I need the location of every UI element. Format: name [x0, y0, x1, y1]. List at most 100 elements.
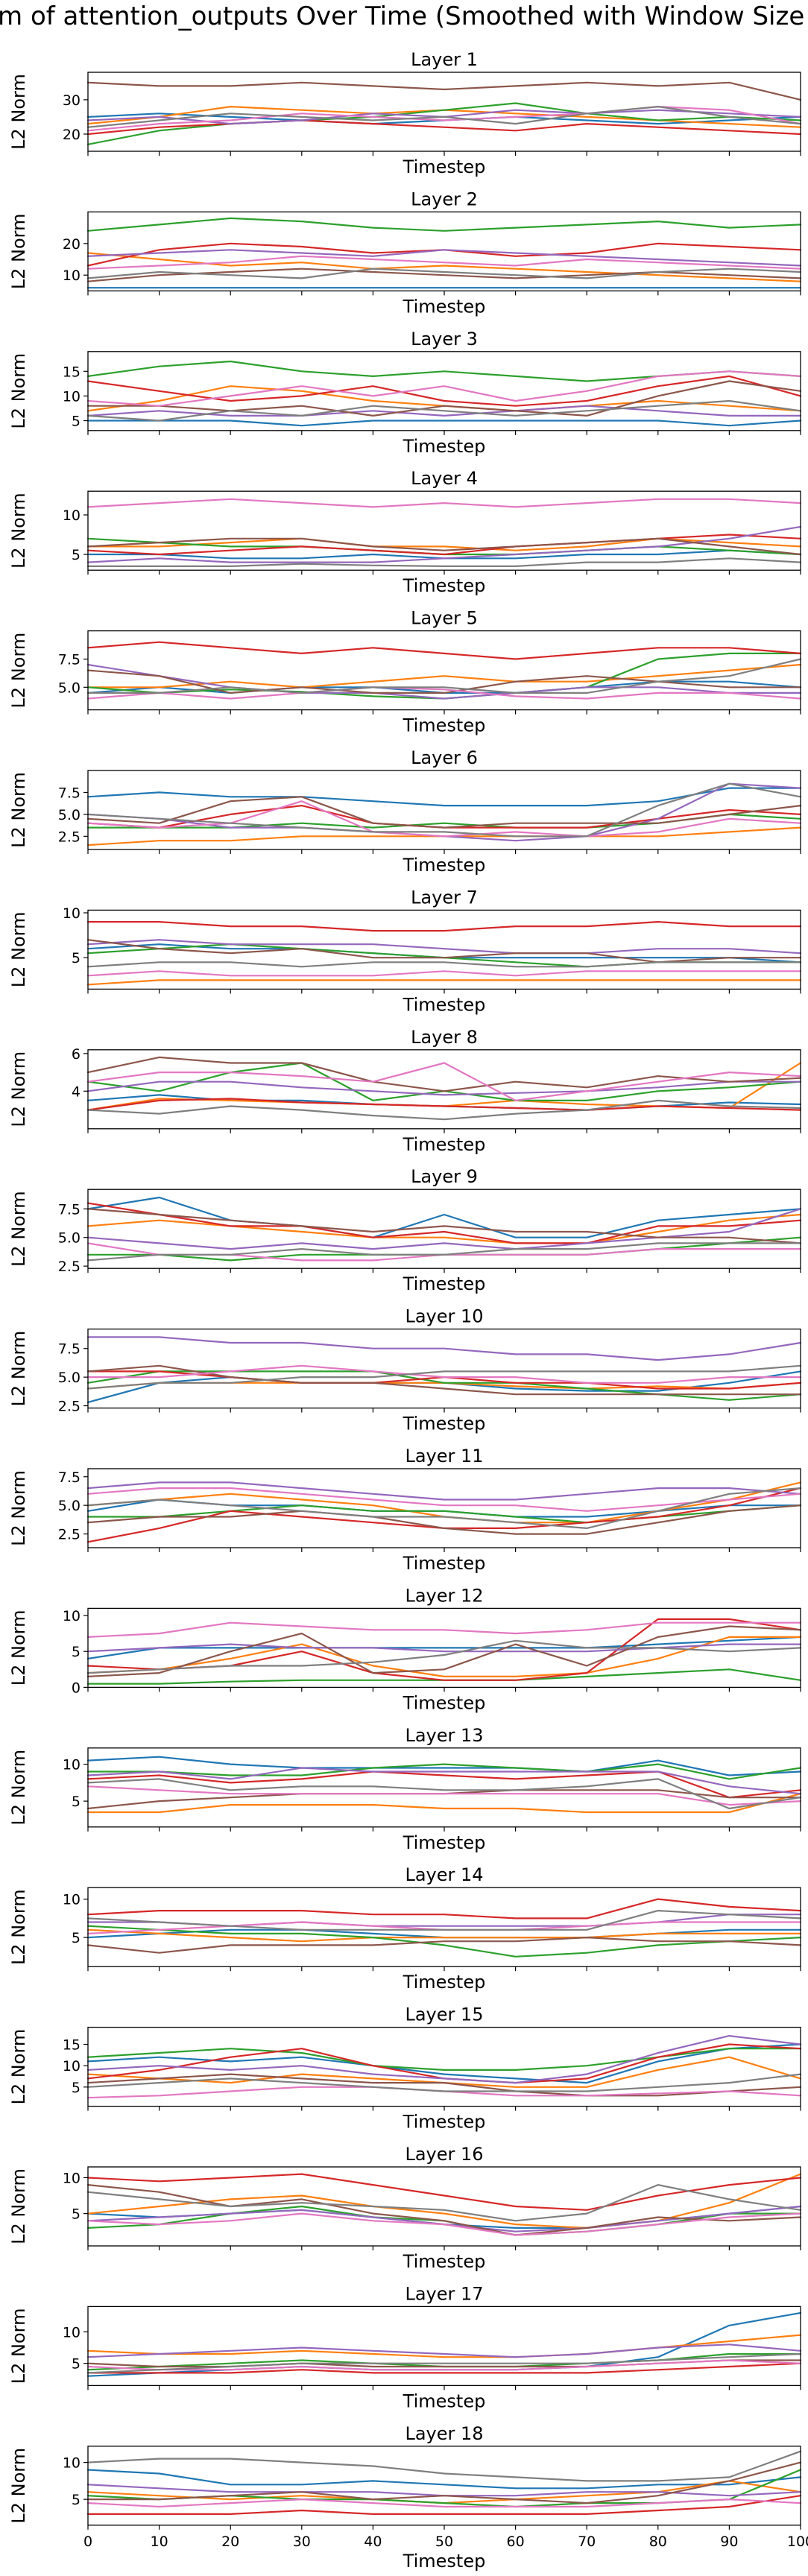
- y-tick-label: 15: [63, 364, 81, 380]
- x-axis-label: Timestep: [403, 2112, 486, 2133]
- series-line-1: [86, 1196, 802, 1238]
- y-tick-label: 5: [72, 1794, 81, 1810]
- y-tick-label: 5.0: [58, 1498, 81, 1514]
- series-line-8: [86, 1487, 802, 1529]
- series-line-6: [86, 537, 802, 556]
- series-line-5: [86, 2344, 802, 2358]
- series-line-3: [86, 1925, 802, 1958]
- series-line-4: [86, 119, 802, 136]
- series-line-3: [86, 102, 802, 145]
- subplot-layer-9: Layer 9 2.5 5.0 7.5 Timestep L2 Norm: [8, 1166, 802, 1294]
- y-tick-label: 7.5: [58, 651, 81, 668]
- series-line-8: [86, 399, 802, 422]
- x-tick-label: 20: [221, 2534, 239, 2550]
- x-axis-label: Timestep: [403, 1832, 486, 1853]
- subplot-layer-7: Layer 7 5 10 Timestep L2 Norm: [8, 887, 802, 1015]
- series-line-8: [86, 1639, 802, 1674]
- series-line-2: [86, 2334, 802, 2358]
- y-tick-label: 10: [63, 2324, 81, 2341]
- subplot-layer-5: Layer 5 5.0 7.5 Timestep L2 Norm: [8, 608, 802, 736]
- series-line-6: [86, 268, 802, 282]
- y-tick-label: 30: [63, 92, 81, 109]
- subplot-layer-2: Layer 2 10 20 Timestep L2 Norm: [8, 189, 802, 317]
- subplot-title: Layer 8: [411, 1027, 478, 1048]
- x-tick-label: 70: [578, 2534, 596, 2550]
- y-tick-label: 5: [72, 1644, 81, 1660]
- x-axis-label: Timestep: [403, 1553, 486, 1574]
- x-axis-label: Timestep: [403, 156, 486, 177]
- subplot-layer-14: Layer 14 5 10 Timestep L2 Norm: [8, 1864, 802, 1993]
- series-line-2: [86, 1636, 802, 1677]
- series-line-6: [86, 1625, 802, 1677]
- y-tick-label: 5: [72, 950, 81, 966]
- y-axis-label: L2 Norm: [8, 2168, 29, 2244]
- subplot-title: Layer 14: [405, 1864, 483, 1885]
- x-tick-label: 60: [507, 2534, 525, 2550]
- series-line-8: [86, 557, 802, 568]
- series-line-2: [86, 1928, 802, 1943]
- y-tick-label: 5: [72, 2356, 81, 2373]
- series-line-2: [86, 252, 802, 282]
- subplot-layer-11: Layer 11 2.5 5.0 7.5 Timestep L2 Norm: [8, 1446, 802, 1574]
- series-line-6: [86, 669, 802, 694]
- y-tick-label: 10: [63, 1608, 81, 1624]
- y-tick-label: 0: [72, 1680, 81, 1696]
- series-line-5: [86, 1336, 802, 1361]
- series-line-7: [86, 498, 802, 508]
- series-line-7: [86, 106, 802, 132]
- figure-title: Norm of attention_outputs Over Time (Smo…: [0, 1, 808, 31]
- series-line-2: [86, 385, 802, 412]
- subplot-title: Layer 2: [411, 189, 478, 209]
- series-line-8: [86, 268, 802, 279]
- y-tick-label: 4: [72, 1083, 81, 1100]
- y-tick-label: 20: [63, 236, 81, 253]
- series-line-2: [86, 1793, 802, 1814]
- series-line-8: [86, 2450, 802, 2482]
- y-tick-label: 5.0: [58, 1370, 81, 1386]
- subplot-title: Layer 11: [405, 1446, 483, 1466]
- subplot-title: Layer 6: [411, 747, 478, 768]
- series-line-2: [86, 2173, 802, 2229]
- y-tick-label: 2.5: [58, 829, 81, 845]
- y-axis-label: L2 Norm: [8, 633, 29, 709]
- y-tick-label: 5: [72, 547, 81, 563]
- series-line-7: [86, 1364, 802, 1384]
- series-line-4: [86, 641, 802, 660]
- subplot-title: Layer 4: [411, 468, 478, 489]
- y-tick-label: 10: [63, 2058, 81, 2075]
- y-tick-label: 5.0: [58, 807, 81, 823]
- series-line-1: [86, 2469, 802, 2490]
- y-axis-label: L2 Norm: [8, 1051, 29, 1127]
- y-tick-label: 5.0: [58, 1230, 81, 1247]
- x-axis-label: Timestep: [403, 2390, 486, 2411]
- series-line-6: [86, 2184, 802, 2236]
- y-tick-label: 5: [72, 414, 81, 430]
- y-axis-label: L2 Norm: [8, 2308, 29, 2384]
- series-line-7: [86, 1621, 802, 1638]
- y-tick-label: 2.5: [58, 1527, 81, 1543]
- subplot-layer-16: Layer 16 5 10 Timestep L2 Norm: [8, 2144, 802, 2272]
- y-tick-label: 10: [63, 1892, 81, 1908]
- series-line-8: [86, 961, 802, 968]
- subplot-layer-3: Layer 3 5 10 15 Timestep L2 Norm: [8, 329, 802, 457]
- series-line-8: [86, 1242, 802, 1262]
- series-line-5: [86, 939, 802, 955]
- series-line-7: [86, 255, 802, 270]
- subplot-layer-15: Layer 15 5 10 15 Timestep L2 Norm: [8, 2004, 802, 2133]
- y-axis-label: L2 Norm: [8, 1750, 29, 1826]
- series-line-7: [86, 1785, 802, 1806]
- x-axis-label: Timestep: [403, 2551, 486, 2572]
- y-axis-label: L2 Norm: [8, 2029, 29, 2105]
- subplot-title: Layer 13: [405, 1725, 483, 1746]
- x-tick-label: 50: [435, 2534, 453, 2550]
- series-line-8: [86, 658, 802, 694]
- y-tick-label: 5: [72, 2492, 81, 2508]
- subplot-title: Layer 3: [411, 329, 478, 349]
- y-axis-label: L2 Norm: [8, 2448, 29, 2524]
- y-tick-label: 2.5: [58, 1259, 81, 1275]
- y-tick-label: 5: [72, 2206, 81, 2223]
- series-line-7: [86, 970, 802, 977]
- series-line-7: [86, 2359, 802, 2371]
- series-line-3: [86, 1370, 802, 1401]
